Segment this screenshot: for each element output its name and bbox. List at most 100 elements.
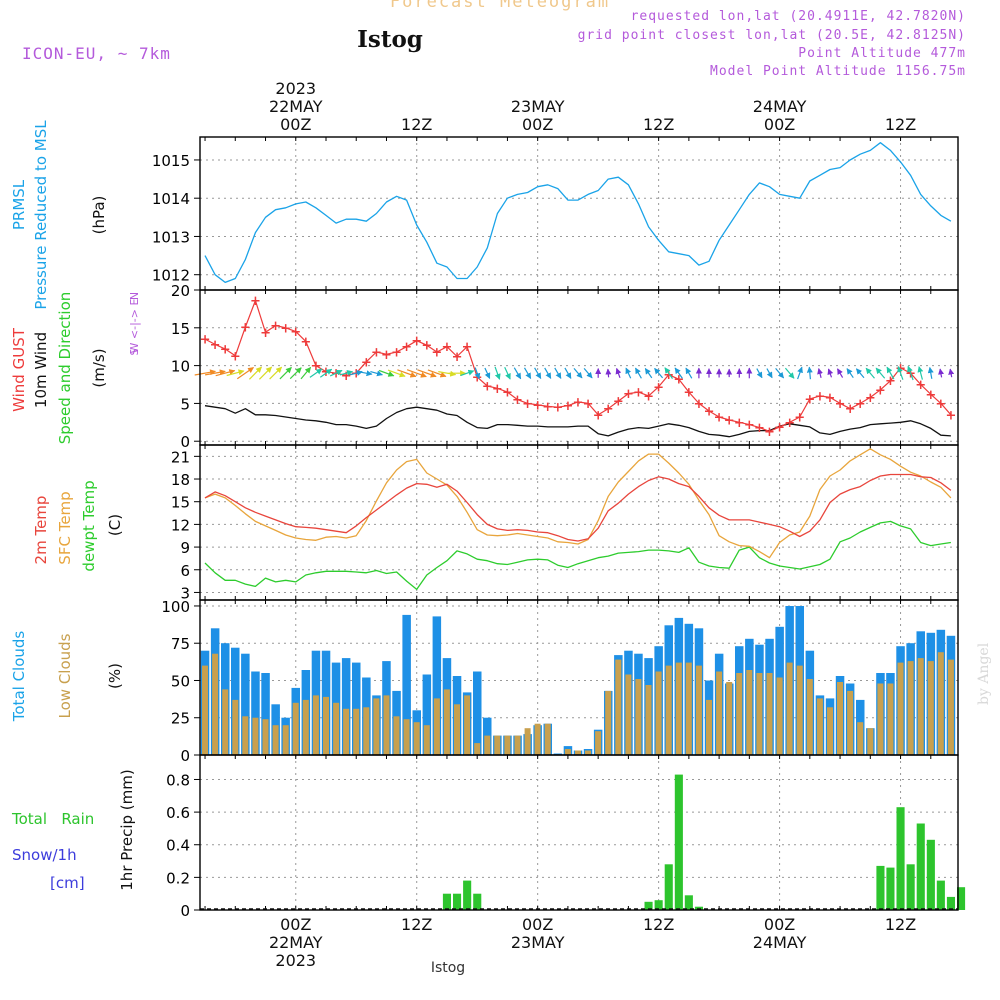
low-clouds-bar [635,679,642,755]
wind-direction-arrow [236,367,254,380]
low-clouds-bar [312,695,319,755]
low-clouds-bar [222,689,229,755]
wind-direction-arrow [875,367,886,379]
dew-label: dewpt Temp [80,480,98,571]
low-clouds-bar [292,702,299,755]
low-clouds-bar [665,665,672,755]
wind-direction-arrow [474,367,481,380]
low-clouds-bar [474,743,481,755]
wind-gust-line-point: + [794,411,805,426]
low-clouds-bar [645,685,652,755]
low-clouds-bar [756,673,763,755]
rain-bar [946,896,955,910]
total-clouds-bar [432,616,442,755]
low-clouds-bar [504,735,511,755]
wind-direction-arrow [897,366,904,380]
low-clouds-bar [796,665,803,755]
wind-direction-arrow [654,367,664,379]
panel-4-ytick-label: 75 [171,635,190,653]
time-label-top: 12Z [885,115,916,134]
low-clouds-bar [675,662,682,755]
panel-2-ytick-label: 15 [171,320,190,338]
wind-gust-line-point: + [744,418,755,433]
wind-direction-arrow [775,368,785,379]
wind-direction-arrow [615,367,622,379]
t2m-line [204,473,952,542]
wind-gust-line-point: + [411,334,422,349]
low-clouds-bar [564,749,571,755]
location-name: Istog [357,26,423,53]
wind-direction-arrow [806,366,813,380]
low-clouds-bar [887,683,894,755]
wind-gust-line-point: + [310,359,321,374]
rain-bar [936,880,945,910]
precip-axis-labels: Total Rain Snow/1h [cm] 1hr Precip (mm) [11,769,136,892]
wind-direction-arrow [258,366,273,380]
wind10-line [204,405,951,438]
grid-point-coords: grid point closest lon,lat (20.5E, 42.81… [577,28,966,43]
total-clouds-bar [261,673,270,755]
panel-3-ytick-label: 3 [180,584,190,602]
compass-south: S [128,348,141,355]
panel-2-ytick-label: 20 [171,282,190,300]
wind-direction-arrow [397,369,417,378]
total-clouds-bar [241,653,250,755]
wind-gust-line-point: + [653,380,664,395]
wind-direction-arrow [513,367,522,380]
wind-direction-arrow [644,368,653,379]
time-label-bottom: 00Z [764,915,795,934]
wind-gust-line-point: + [825,391,836,406]
wind-direction-arrow [484,367,491,379]
wind-direction-arrow [350,370,363,376]
sfc-temp-line [204,448,952,559]
wind-gust-line-point: + [361,355,372,370]
wind-direction-arrow [938,368,945,378]
wind-gust-line-point: + [673,373,684,388]
wind-direction-arrow [309,368,323,378]
dewpoint-line [204,520,951,591]
low-clouds-bar [847,690,854,755]
wind-gust-line-point: + [240,321,251,336]
low-clouds-bar [786,662,793,755]
low-clouds-bar [524,728,531,755]
low-clouds-bar [726,682,733,755]
low-clouds-bar [937,652,944,755]
wind-direction-arrow [300,366,312,380]
wind-direction-arrow [583,368,593,379]
low-clouds-bar [343,708,350,755]
rain-bar [453,893,462,910]
wind-gust-line-point: + [280,321,291,336]
low-clouds-bar [353,708,360,755]
wind-gust-line-point: + [683,386,694,401]
wind-direction-arrow [674,367,683,379]
low-clouds-bar [947,659,954,755]
low-clouds-bar [232,699,239,755]
wind-gust-line-point: + [885,374,896,389]
chart-title: Forecast Meteogram [389,0,611,12]
wind-direction-arrow [204,369,226,376]
wind-gust-line-point: + [381,348,392,363]
wind-direction-arrow [269,366,283,380]
wind-gust-line-point: + [583,397,594,412]
wind-gust-line-point: + [573,395,584,410]
low-clouds-bar [837,682,843,755]
wind-direction-arrow [948,368,955,378]
low-clouds-bar [413,722,420,755]
time-label-bottom: 2023 [275,951,316,970]
wind-axis-labels: Wind GUST 10m Wind Speed and Direction (… [10,292,141,445]
wind-direction-arrow [573,368,583,379]
wind-direction-arrow [417,369,437,378]
wind-direction-arrow [460,369,475,377]
panel-4-ytick-label: 100 [161,598,190,616]
low-clouds-bar [443,689,450,755]
wind-direction-arrow [797,366,803,380]
wind-gust-line-point: + [603,402,614,417]
wind-gust-line-point: + [522,397,533,412]
wind-gust-line-point: + [200,333,211,348]
rain-bar [926,839,935,910]
low-clouds-bar [484,735,491,755]
panel-1: 1012 1013 1014 1015 [152,137,958,290]
rain-bar [463,880,472,910]
wind-unit: (m/s) [90,348,108,387]
